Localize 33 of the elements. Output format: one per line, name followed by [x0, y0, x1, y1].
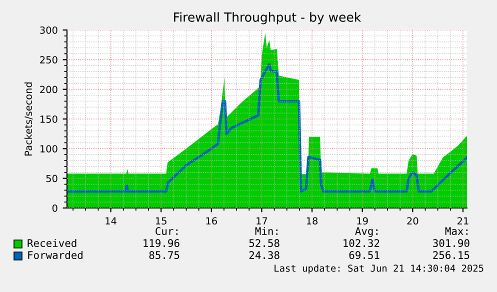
y-tick-label: 150	[40, 115, 58, 123]
x-tick-label: 15	[156, 217, 166, 225]
legend-label: Forwarded	[28, 250, 82, 260]
text: 52.58	[249, 239, 280, 248]
text: 119.96	[144, 239, 180, 248]
chart-title: Firewall Throughput - by week	[174, 12, 362, 24]
text: 24.38	[249, 251, 280, 260]
y-tick-label: 300	[40, 26, 58, 34]
x-tick-label: 21	[458, 217, 468, 224]
x-tick-label: 18	[306, 217, 318, 225]
x-tick-label: 20	[407, 217, 418, 225]
text: 69.51	[349, 251, 380, 260]
text: Avg:	[355, 227, 378, 238]
legend-label: Received	[28, 238, 76, 248]
text: 301.90	[433, 239, 470, 248]
text: Cur:	[156, 227, 178, 236]
line-series	[67, 63, 467, 193]
x-tick-label: 16	[206, 217, 217, 225]
text: Last update: Sat Jun 21 14:30:04 2025	[274, 264, 484, 274]
text: Max:	[445, 227, 468, 236]
y-tick-label: 250	[40, 56, 58, 64]
y-tick-label: 50	[46, 174, 58, 182]
text: 256.15	[433, 251, 470, 260]
text: Min:	[255, 226, 278, 235]
x-tick-label: 17	[256, 217, 268, 224]
y-axis-title: Packets/second	[24, 82, 33, 156]
x-tick-label: 19	[357, 217, 368, 225]
y-tick-label: 0	[52, 204, 58, 212]
x-tick-label: 14	[106, 217, 116, 224]
text: 102.32	[344, 239, 380, 248]
y-tick-label: 100	[40, 145, 58, 152]
y-tick-label: 200	[40, 86, 58, 94]
text: 85.75	[149, 251, 180, 260]
